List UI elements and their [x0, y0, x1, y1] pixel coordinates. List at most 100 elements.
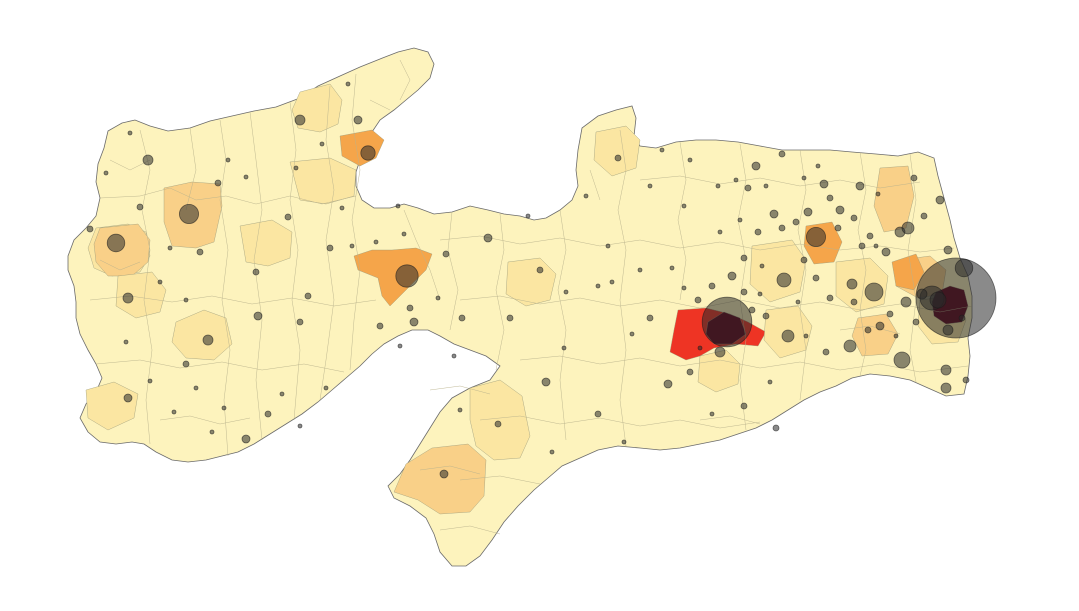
bubble-small: [757, 291, 763, 297]
bubble-small: [694, 296, 702, 304]
bubble-bayeux: [929, 291, 947, 309]
population-bubbles: [86, 81, 997, 479]
bubble-small: [659, 147, 665, 153]
bubble-small: [458, 314, 466, 322]
bubble-small: [435, 295, 441, 301]
bubble-small: [614, 154, 622, 162]
bubble-small: [583, 193, 589, 199]
bubble-small: [709, 411, 715, 417]
municipality-southwest-3: [115, 271, 167, 319]
bubble-small: [850, 298, 858, 306]
bubble-small: [715, 183, 721, 189]
bubble-small: [171, 409, 177, 415]
bubble-small: [225, 157, 231, 163]
bubble-small: [826, 194, 834, 202]
bubble-small: [920, 212, 928, 220]
bubble-cajazeiras: [106, 233, 126, 253]
bubble-small: [759, 263, 765, 269]
bubble-small: [209, 429, 215, 435]
bubble-small: [397, 343, 403, 349]
bubble-small: [279, 391, 285, 397]
bubble-small: [353, 115, 363, 125]
bubble-small: [737, 217, 743, 223]
bubble-small: [835, 205, 845, 215]
bubble-small: [958, 314, 966, 322]
bubble-small: [637, 267, 643, 273]
bubble-small: [943, 245, 953, 255]
bubble-small: [803, 207, 813, 217]
bubble-small: [605, 243, 611, 249]
bubble-small: [142, 154, 154, 166]
bubble-joao-pessoa: [915, 257, 997, 339]
bubble-small: [541, 377, 551, 387]
bubble-small: [776, 272, 792, 288]
bubble-guarabira: [806, 226, 827, 247]
bubble-small: [819, 179, 829, 189]
bubble-small: [214, 179, 222, 187]
bubble-small: [442, 250, 450, 258]
bubble-small: [284, 213, 292, 221]
bubble-small: [687, 157, 693, 163]
bubble-small: [772, 424, 780, 432]
bubble-small: [663, 379, 673, 389]
bubble-small: [647, 183, 653, 189]
bubble-small: [717, 229, 723, 235]
bubble-small: [439, 469, 449, 479]
bubble-small: [763, 183, 769, 189]
bubble-small: [815, 163, 821, 169]
bubble-small: [681, 285, 687, 291]
bubble-small: [252, 268, 260, 276]
bubble-small: [157, 279, 163, 285]
bubble-small: [401, 231, 407, 237]
bubble-small: [875, 321, 885, 331]
bubble-small: [202, 334, 214, 346]
bubble-small: [893, 351, 911, 369]
bubble-small: [621, 439, 627, 445]
bubble-small: [740, 288, 748, 296]
municipality-central-2: [239, 219, 293, 267]
bubble-small: [506, 314, 514, 322]
bubble-small: [669, 265, 675, 271]
bubble-small: [748, 306, 756, 314]
bubble-small: [183, 297, 189, 303]
bubble-small: [525, 213, 531, 219]
bubble-small: [864, 326, 872, 334]
bubble-small: [451, 353, 457, 359]
bubble-small: [795, 299, 801, 305]
bubble-small: [864, 282, 884, 302]
bubble-small: [834, 224, 842, 232]
bubble-small: [740, 254, 748, 262]
bubble-small: [103, 170, 109, 176]
municipality-southwest-2: [85, 381, 139, 431]
bubble-small: [800, 256, 808, 264]
bubble-small: [86, 225, 94, 233]
bubble-small: [910, 174, 918, 182]
bubble-small: [762, 312, 770, 320]
bubble-small: [916, 288, 928, 300]
bubble-small: [406, 304, 414, 312]
bubble-small: [727, 271, 737, 281]
bubble-small: [893, 333, 899, 339]
municipality-south-2: [393, 443, 487, 515]
bubble-small: [243, 174, 249, 180]
municipality-south-3: [505, 257, 557, 307]
bubble-small: [686, 368, 694, 376]
municipality-coast-3: [891, 253, 925, 291]
bubble-small: [563, 289, 569, 295]
bubble-small: [339, 205, 345, 211]
bubble-small: [264, 410, 272, 418]
bubble-small: [241, 434, 251, 444]
bubble-small: [193, 385, 199, 391]
bubble-small: [483, 233, 493, 243]
bubble-small: [147, 378, 153, 384]
bubble-small: [792, 218, 800, 226]
bubble-small: [826, 294, 834, 302]
bubble-small: [629, 331, 635, 337]
bubble-small: [714, 346, 726, 358]
bubble-small: [873, 243, 879, 249]
municipality-agreste-1: [697, 349, 741, 393]
bubble-small: [866, 232, 874, 240]
bubble-small: [536, 266, 544, 274]
